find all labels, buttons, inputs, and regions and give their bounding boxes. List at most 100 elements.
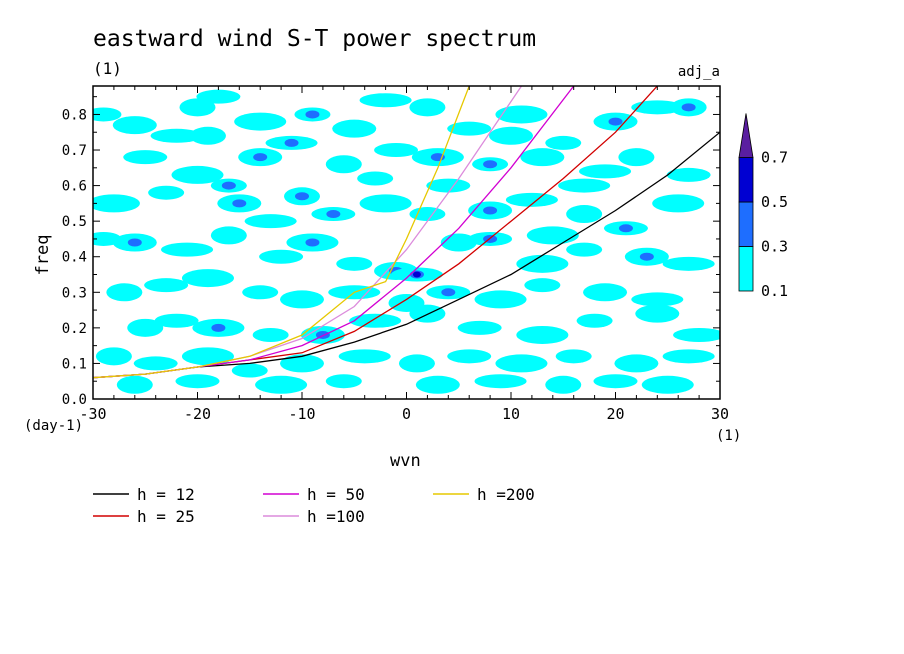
contour-blob: [426, 285, 471, 300]
contour-blob: [231, 363, 268, 378]
contour-blob: [112, 233, 157, 252]
x-axis-label: wvn: [390, 451, 421, 471]
legend-item: h =100: [263, 507, 365, 526]
contour-blob: [112, 116, 157, 135]
contour-blob: [265, 135, 318, 150]
contour-blob: [495, 105, 548, 124]
contour-blob: [255, 375, 308, 394]
contour-blob: [148, 185, 185, 200]
contour-blob: [171, 165, 224, 184]
contour-blob: [495, 354, 548, 373]
x-tick-label: 20: [606, 405, 624, 423]
contour-blob: [576, 313, 613, 328]
legend-label: h = 50: [307, 485, 365, 504]
y-tick-label: 0.5: [62, 214, 87, 230]
contour-blob: [579, 164, 632, 179]
contour-blob: [192, 318, 245, 337]
contour-blob: [583, 283, 628, 302]
contour-blob: [336, 256, 373, 271]
contour-blob: [489, 126, 533, 145]
contour-blob: [123, 150, 168, 165]
contour-blob: [161, 242, 214, 257]
contour-blob: [259, 249, 304, 264]
contour-blob: [349, 313, 402, 328]
y-tick-label: 0.7: [62, 143, 87, 159]
contour-blob: [447, 349, 492, 364]
contour-blob: [618, 148, 655, 167]
y-tick-label: 0.6: [62, 179, 87, 195]
contour-blob: [294, 107, 331, 122]
contour-blob: [631, 100, 684, 115]
chart-subtitle-left: (1): [93, 59, 122, 78]
contour-blob: [144, 278, 189, 293]
contour-blob: [175, 374, 220, 389]
colorbar-segment: [738, 246, 754, 292]
colorbar: 0.1 0.3 0.5 0.7: [738, 113, 788, 300]
contour-blob: [252, 327, 289, 342]
contour-blob: [662, 349, 715, 364]
contour-blob: [474, 290, 527, 309]
contour-blob: [398, 354, 435, 373]
x-tick-label: 10: [502, 405, 520, 423]
contour-blob: [357, 171, 394, 186]
contour-blob: [411, 148, 464, 167]
contour-blob: [150, 128, 203, 143]
contour-blob: [593, 374, 638, 389]
y-axis-label: freq: [33, 235, 53, 276]
dispersion-curve: [93, 86, 470, 379]
contour-blob: [566, 205, 603, 224]
contour-blob: [116, 375, 153, 394]
legend-label: h = 25: [137, 507, 195, 526]
contour-blob: [181, 269, 234, 288]
contour-blob: [181, 347, 234, 366]
colorbar-label: 0.3: [761, 238, 788, 256]
y-tick-label: 0.3: [62, 285, 87, 301]
colorbar-label: 0.1: [761, 282, 788, 300]
y-tick-label: 0.0: [62, 392, 87, 408]
contour-blob: [93, 107, 122, 122]
contour-blob: [179, 98, 216, 117]
contour-blob: [93, 194, 140, 213]
x-tick-label: -10: [288, 405, 315, 423]
contour-blob: [238, 148, 283, 167]
y-tick-label: 0.8: [62, 107, 87, 123]
contour-blob: [196, 89, 241, 104]
contour-blob: [409, 98, 446, 117]
dispersion-curves-layer: [93, 86, 720, 379]
contour-blob: [286, 233, 339, 252]
contour-blob: [95, 347, 132, 366]
contour-blob: [641, 375, 694, 394]
x-unit-label: (1): [716, 428, 741, 444]
contour-blob: [474, 374, 527, 389]
contour-blob: [670, 98, 707, 117]
contour-fill-layer: [93, 89, 720, 394]
curve-legend: h = 12 h = 25 h = 50 h =100 h =200: [93, 485, 535, 526]
contour-blob: [566, 242, 603, 257]
contour-blob: [524, 278, 561, 293]
x-tick-label: 30: [711, 405, 729, 423]
contour-blob: [652, 194, 705, 213]
contour-blob: [390, 267, 443, 282]
contour-blob: [555, 349, 592, 364]
contour-blob: [210, 178, 247, 193]
contour-blob: [440, 233, 477, 252]
contour-blob: [526, 226, 579, 245]
legend-item: h = 25: [93, 507, 195, 526]
chart-subtitle-right: adj_a: [678, 64, 720, 80]
y-tick-label: 0.2: [62, 321, 87, 337]
contour-blob: [210, 226, 247, 245]
legend-label: h =200: [477, 485, 535, 504]
contour-blob: [415, 375, 460, 394]
legend-label: h =100: [307, 507, 365, 526]
legend-label: h = 12: [137, 485, 195, 504]
chart-title: eastward wind S-T power spectrum: [93, 26, 536, 52]
contour-blob: [662, 256, 715, 271]
contour-blob: [673, 327, 720, 342]
contour-blob: [242, 285, 279, 300]
contour-blob: [666, 167, 711, 182]
colorbar-arrow: [738, 113, 754, 158]
contour-blob: [516, 254, 569, 273]
colorbar-label: 0.5: [761, 193, 788, 211]
y-unit-label: (day-1): [24, 418, 83, 434]
